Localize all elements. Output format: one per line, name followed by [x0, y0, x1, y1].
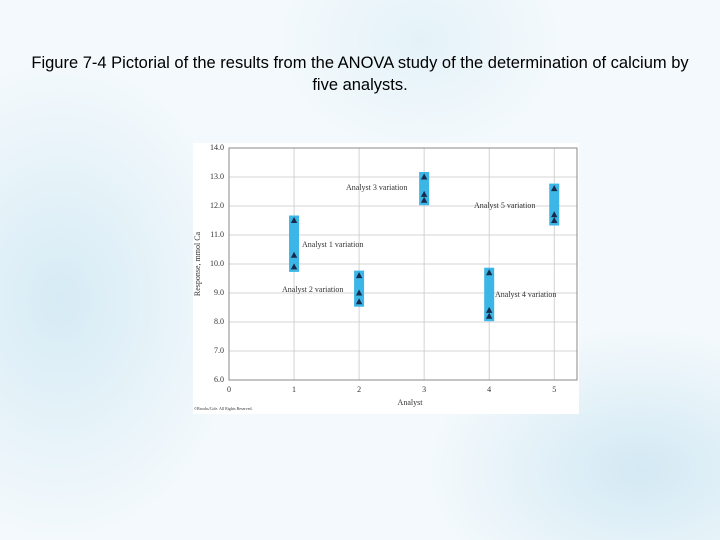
- annotation: Analyst 1 variation: [302, 240, 363, 249]
- y-tick-label: 7.0: [214, 346, 224, 355]
- range-bar: [354, 270, 365, 307]
- point: [355, 298, 363, 305]
- y-tick-label: 14.0: [210, 143, 224, 152]
- point: [290, 251, 298, 258]
- x-tick-label: 3: [422, 385, 426, 394]
- point: [290, 217, 298, 223]
- annotation: Analyst 2 variation: [282, 285, 343, 294]
- y-tick-label: 9.0: [214, 288, 224, 297]
- point: [485, 306, 493, 313]
- range-bar: [484, 267, 495, 322]
- x-axis-label: Analyst: [398, 398, 424, 407]
- range-bar: [549, 183, 560, 226]
- chart-background: [193, 143, 579, 414]
- credit: ©Brooks/Cole. All Rights Reserved.: [194, 406, 252, 411]
- point: [551, 185, 558, 192]
- point: [485, 269, 493, 276]
- y-tick-label: 6.0: [214, 375, 224, 384]
- y-tick-label: 8.0: [214, 317, 224, 326]
- annotation: Analyst 3 variation: [346, 183, 407, 192]
- point: [420, 196, 428, 203]
- point: [290, 263, 298, 270]
- x-tick-label: 4: [487, 385, 491, 394]
- slide-title: Figure 7-4 Pictorial of the results from…: [31, 54, 689, 94]
- plot-frame: [228, 147, 578, 381]
- point: [551, 217, 558, 223]
- x-tick-label: 2: [357, 385, 361, 394]
- y-tick-label: 13.0: [210, 172, 224, 181]
- y-axis-label: Response, mmol Ca: [193, 231, 202, 296]
- range-bar: [289, 215, 300, 272]
- x-tick-label: 5: [552, 385, 556, 394]
- point: [551, 211, 558, 218]
- point: [420, 173, 428, 180]
- point: [355, 272, 363, 279]
- point: [420, 190, 428, 197]
- x-tick-label: 0: [227, 385, 231, 394]
- y-tick-label: 11.0: [210, 230, 224, 239]
- y-tick-label: 12.0: [210, 201, 224, 210]
- point: [485, 312, 493, 319]
- x-tick-label: 1: [292, 385, 296, 394]
- annotation: Analyst 5 variation: [474, 201, 535, 210]
- y-tick-label: 10.0: [210, 259, 224, 268]
- annotation: Analyst 4 variation: [495, 290, 556, 299]
- range-bar: [419, 172, 430, 206]
- point: [355, 289, 363, 296]
